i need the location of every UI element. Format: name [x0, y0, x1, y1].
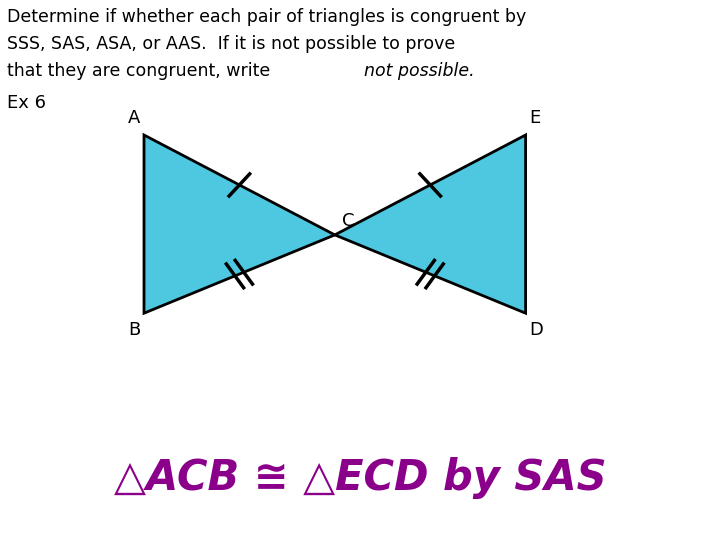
Text: E: E [529, 109, 541, 127]
Text: A: A [128, 109, 140, 127]
Text: SSS, SAS, ASA, or AAS.  If it is not possible to prove: SSS, SAS, ASA, or AAS. If it is not poss… [7, 35, 456, 53]
Text: Determine if whether each pair of triangles is congruent by: Determine if whether each pair of triang… [7, 8, 526, 26]
Text: not possible.: not possible. [364, 62, 475, 80]
Text: D: D [529, 321, 543, 339]
Polygon shape [144, 135, 335, 313]
Text: C: C [342, 212, 354, 230]
Text: B: B [128, 321, 140, 339]
Text: that they are congruent, write: that they are congruent, write [7, 62, 276, 80]
Text: △ACB ≅ △ECD by SAS: △ACB ≅ △ECD by SAS [114, 457, 606, 499]
Text: Ex 6: Ex 6 [7, 94, 46, 112]
Polygon shape [335, 135, 526, 313]
